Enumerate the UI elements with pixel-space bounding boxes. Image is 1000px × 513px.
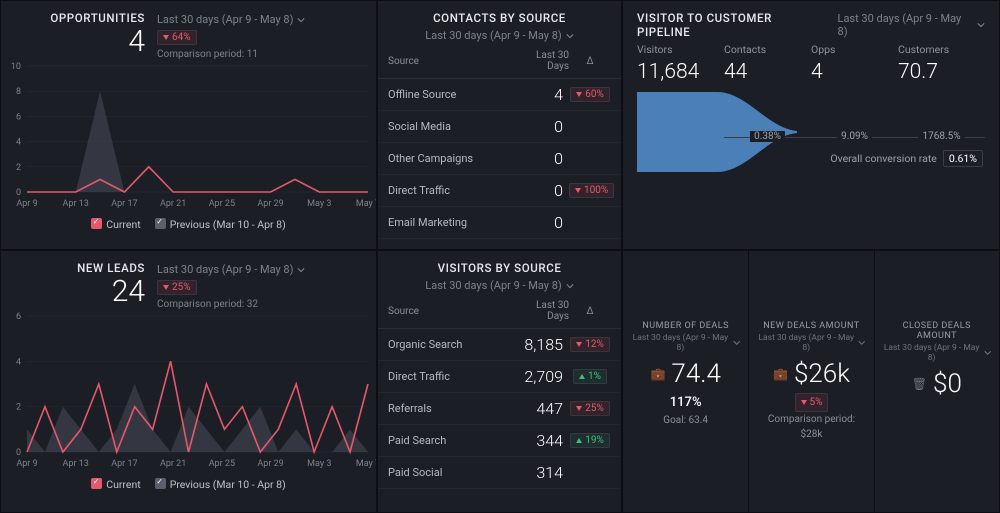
svg-text:Apr 9: Apr 9: [16, 459, 37, 469]
table-row[interactable]: Referrals44725%: [378, 393, 621, 425]
pipeline-title: VISITOR TO CUSTOMER PIPELINE: [637, 11, 828, 39]
opportunities-card: OPPORTUNITIES 4 Last 30 days (Apr 9 - Ma…: [0, 0, 377, 250]
new-leads-value: 24: [112, 277, 145, 307]
pipeline-stage: Customers70.7: [898, 43, 985, 84]
contacts-title: CONTACTS BY SOURCE: [378, 11, 621, 25]
number-of-deals-card: NUMBER OF DEALS Last 30 days (Apr 9 - Ma…: [623, 251, 748, 512]
chevron-down-icon: [858, 339, 865, 347]
opportunities-chart: 0 2 4 6 8 10 Apr 9 Apr 13 Apr 17 Apr 21 Apr 25 Apr …: [1, 60, 377, 210]
trash-icon: 🗑: [912, 377, 927, 391]
legend-current[interactable]: Current: [91, 477, 140, 491]
opportunities-value: 4: [128, 27, 145, 57]
svg-text:6: 6: [16, 312, 21, 322]
pipeline-card: VISITOR TO CUSTOMER PIPELINE Last 30 day…: [622, 0, 1000, 250]
legend-current[interactable]: Current: [91, 217, 140, 231]
metrics-card: NUMBER OF DEALS Last 30 days (Apr 9 - Ma…: [622, 250, 1000, 513]
new-leads-chart: 0 2 4 6 Apr 9 Apr 13 Apr 17 Apr 21 Apr 25 Apr 29 M…: [1, 310, 377, 470]
contacts-period[interactable]: Last 30 days (Apr 9 - May 8): [425, 29, 573, 42]
chevron-down-icon: [733, 339, 741, 347]
legend-previous[interactable]: Previous (Mar 10 - Apr 8): [155, 477, 286, 491]
svg-text:May 3: May 3: [307, 199, 331, 209]
table-row[interactable]: Email Marketing0: [378, 207, 621, 239]
new-deals-amount-card: NEW DEALS AMOUNT Last 30 days (Apr 9 - M…: [748, 251, 873, 512]
table-row[interactable]: Direct Traffic0100%: [378, 175, 621, 207]
new-deals-delta-badge: 5%: [795, 393, 829, 412]
new-leads-title: NEW LEADS: [77, 261, 145, 275]
pipeline-period[interactable]: Last 30 days (Apr 9 - May 8): [838, 12, 985, 38]
svg-text:Apr 13: Apr 13: [63, 459, 89, 469]
opportunities-period[interactable]: Last 30 days (Apr 9 - May 8): [157, 13, 305, 26]
closed-deals-amount-card: CLOSED DEALS AMOUNT Last 30 days (Apr 9 …: [874, 251, 999, 512]
closed-deals-period[interactable]: Last 30 days (Apr 9 - May 8): [883, 343, 991, 363]
pipeline-stage-header: Visitors11,684Contacts44Opps4Customers70…: [623, 39, 999, 84]
chevron-down-icon: [566, 32, 574, 40]
svg-text:Apr 21: Apr 21: [160, 199, 186, 209]
triangle-down-icon: [163, 35, 169, 40]
svg-text:0: 0: [16, 448, 21, 458]
opportunities-legend: Current Previous (Mar 10 - Apr 8): [1, 213, 376, 231]
deals-period[interactable]: Last 30 days (Apr 9 - May 8): [631, 333, 740, 353]
new-leads-delta-badge: 25%: [157, 280, 197, 295]
new-leads-legend: Current Previous (Mar 10 - Apr 8): [1, 473, 376, 491]
svg-text:2: 2: [16, 163, 21, 173]
chevron-down-icon: [566, 282, 574, 290]
visitors-table: Source Last 30 Days Δ Organic Search8,18…: [378, 294, 621, 489]
new-leads-card: NEW LEADS 24 Last 30 days (Apr 9 - May 8…: [0, 250, 377, 513]
opportunities-comparison: Comparison period: 11: [157, 49, 305, 60]
briefcase-icon: 💼: [773, 367, 788, 381]
new-leads-comparison: Comparison period: 32: [157, 299, 305, 310]
svg-text:0: 0: [16, 188, 21, 198]
svg-text:6: 6: [16, 112, 21, 122]
pipeline-stage: Opps4: [811, 43, 898, 84]
visitors-period[interactable]: Last 30 days (Apr 9 - May 8): [425, 279, 573, 292]
table-row[interactable]: Organic Search8,18512%: [378, 329, 621, 361]
svg-text:Apr 17: Apr 17: [111, 459, 137, 469]
table-row[interactable]: Offline Source460%: [378, 79, 621, 111]
chevron-down-icon: [977, 21, 985, 29]
svg-text:May 3: May 3: [307, 459, 331, 469]
svg-text:8: 8: [16, 87, 21, 97]
table-row[interactable]: Social Media0: [378, 111, 621, 143]
triangle-down-icon: [163, 285, 169, 290]
svg-text:Apr 9: Apr 9: [16, 199, 37, 209]
svg-text:Apr 21: Apr 21: [160, 459, 186, 469]
visitors-by-source-card: VISITORS BY SOURCE Last 30 days (Apr 9 -…: [377, 250, 622, 513]
contacts-by-source-card: CONTACTS BY SOURCE Last 30 days (Apr 9 -…: [377, 0, 622, 250]
contacts-table: Source Last 30 Days Δ Offline Source460%…: [378, 44, 621, 239]
svg-text:Apr 25: Apr 25: [209, 199, 235, 209]
svg-text:Apr 29: Apr 29: [257, 199, 283, 209]
svg-text:Apr 17: Apr 17: [111, 199, 137, 209]
svg-text:Apr 29: Apr 29: [257, 459, 283, 469]
table-row[interactable]: Other Campaigns0: [378, 143, 621, 175]
svg-text:10: 10: [11, 62, 21, 72]
svg-text:May 7: May 7: [356, 199, 377, 209]
new-leads-period[interactable]: Last 30 days (Apr 9 - May 8): [157, 263, 305, 276]
svg-text:4: 4: [16, 357, 21, 367]
svg-text:Apr 25: Apr 25: [209, 459, 235, 469]
pipeline-stage: Contacts44: [724, 43, 811, 84]
table-row[interactable]: Direct Traffic2,7091%: [378, 361, 621, 393]
visitors-title: VISITORS BY SOURCE: [378, 261, 621, 275]
table-row[interactable]: Paid Social314: [378, 457, 621, 489]
svg-text:May 7: May 7: [356, 459, 377, 469]
chevron-down-icon: [984, 349, 991, 357]
svg-text:Apr 13: Apr 13: [63, 199, 89, 209]
pipeline-stage: Visitors11,684: [637, 43, 724, 84]
chevron-down-icon: [297, 266, 305, 274]
legend-previous[interactable]: Previous (Mar 10 - Apr 8): [155, 217, 286, 231]
triangle-down-icon: [801, 400, 807, 405]
new-deals-period[interactable]: Last 30 days (Apr 9 - May 8): [757, 333, 865, 353]
svg-text:2: 2: [16, 403, 21, 413]
svg-text:4: 4: [16, 138, 21, 148]
briefcase-icon: 💼: [650, 367, 665, 381]
chevron-down-icon: [297, 16, 305, 24]
opportunities-title: OPPORTUNITIES: [50, 11, 145, 25]
opportunities-delta-badge: 64%: [157, 30, 197, 45]
table-row[interactable]: Paid Search34419%: [378, 425, 621, 457]
